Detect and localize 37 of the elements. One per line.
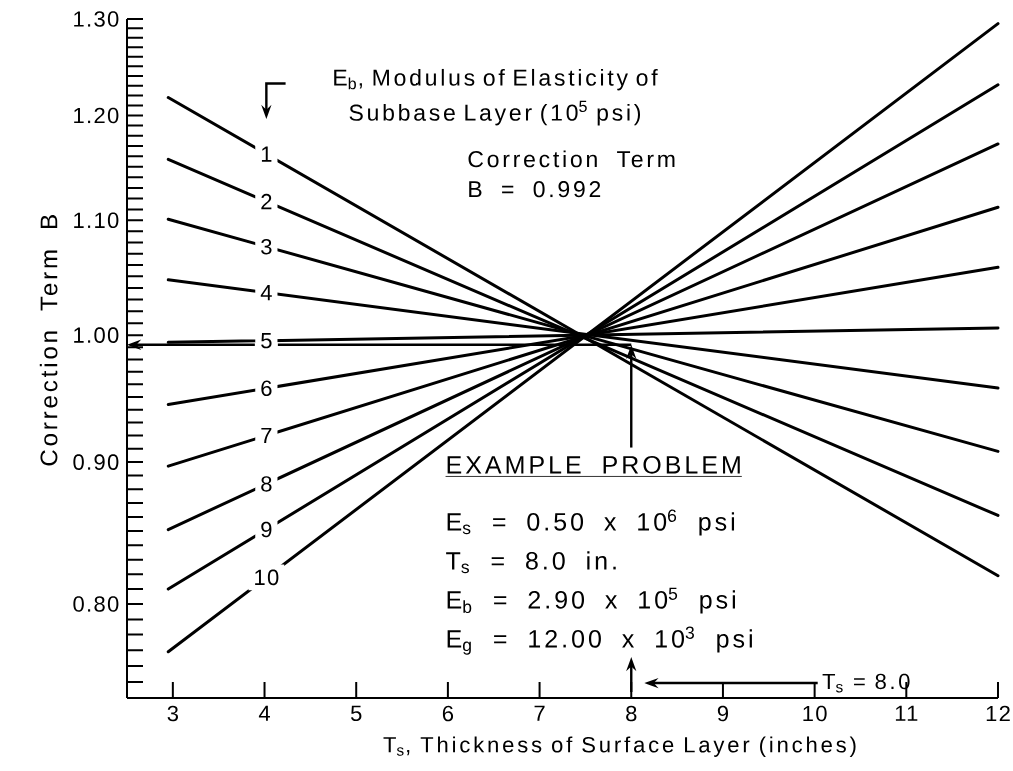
x-tick-label: 7 <box>534 705 545 721</box>
y-tick-label: 0.80 <box>73 596 119 612</box>
series-label: 6 <box>261 380 272 397</box>
y-tick-label: 1.30 <box>74 11 119 27</box>
series-label: 10 <box>255 569 279 586</box>
series-label: 2 <box>261 193 272 210</box>
series-label: 7 <box>261 427 272 444</box>
annotation: EXAMPLE PROBLEM <box>447 455 740 474</box>
x-tick-label: 6 <box>442 705 454 722</box>
x-tick-label: 8 <box>626 705 637 722</box>
x-tick-label: 3 <box>167 705 179 722</box>
text: E$_{g}$ = 12.00 x 10$^{3}$ psi <box>447 626 752 655</box>
x-tick-label: 11 <box>895 705 918 721</box>
series-label: 3 <box>261 238 272 255</box>
y-tick-label: 0.90 <box>73 454 119 470</box>
series-label: 9 <box>261 521 272 538</box>
text: T$_{s}$ = 8.0 in. <box>446 551 616 574</box>
x-tick-label: 12 <box>986 705 1010 722</box>
x-tick-label: 9 <box>717 705 729 722</box>
x-axis-title: T$_{s}$, Thickness of Surface Layer (inches) <box>383 736 856 757</box>
text: E$_{s}$ = 0.50 x 10$^{6}$ psi <box>447 509 735 536</box>
series-label: 4 <box>260 285 272 301</box>
text: E$_{b}$ = 2.90 x 10$^{5}$ psi <box>447 587 735 614</box>
legend-title: E$_{b}$, Modulus of Elasticity of Subbase Layer (10$^{5}$ psi) <box>334 68 658 126</box>
annotation: Correction Term <box>468 150 675 168</box>
y-tick-label: 1.00 <box>74 327 119 343</box>
series-label: 1 <box>261 146 272 162</box>
annotation: T$_{s}$ = 8.0 <box>822 673 910 693</box>
y-tick-label: 1.20 <box>74 107 119 124</box>
x-tick-label: 4 <box>258 705 270 721</box>
x-tick-label: 5 <box>350 705 362 722</box>
annotation: B = 0.992 <box>469 181 601 198</box>
y-tick-label: 1.10 <box>74 212 119 229</box>
x-tick-label: 10 <box>803 705 827 722</box>
series-label: 8 <box>261 476 272 492</box>
y-axis-title: Correction Term B <box>39 215 58 466</box>
series-label: 5 <box>261 333 272 349</box>
